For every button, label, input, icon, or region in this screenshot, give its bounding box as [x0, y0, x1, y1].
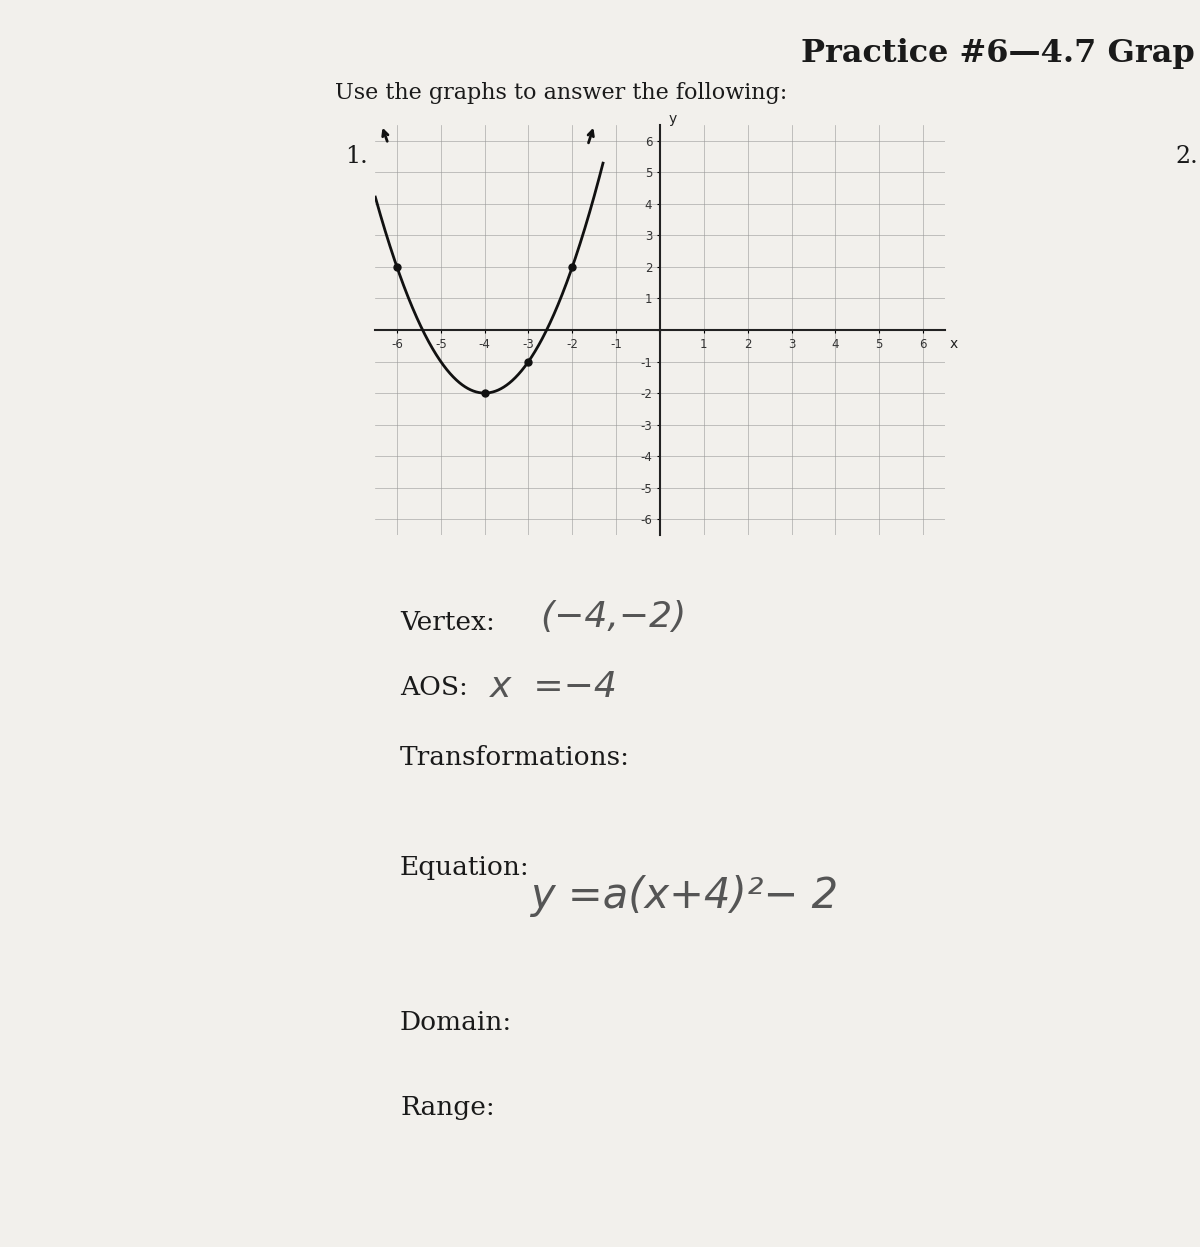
Text: Equation:: Equation: — [400, 855, 529, 880]
Text: 1.: 1. — [346, 145, 367, 168]
Text: Use the graphs to answer the following:: Use the graphs to answer the following: — [335, 82, 787, 104]
Text: 2.: 2. — [1175, 145, 1198, 168]
Text: y: y — [670, 112, 677, 126]
Text: (−4,−2): (−4,−2) — [540, 600, 686, 633]
Text: Practice #6—4.7 Grap: Practice #6—4.7 Grap — [802, 37, 1195, 69]
Text: Range:: Range: — [400, 1095, 494, 1120]
Text: Domain:: Domain: — [400, 1010, 512, 1035]
Text: x  =−4: x =−4 — [490, 670, 618, 705]
Text: Vertex:: Vertex: — [400, 610, 494, 635]
Text: AOS:: AOS: — [400, 675, 468, 700]
Text: y =a(x+4)²− 2: y =a(x+4)²− 2 — [530, 875, 838, 917]
Text: x: x — [949, 337, 958, 352]
Text: Transformations:: Transformations: — [400, 744, 630, 769]
